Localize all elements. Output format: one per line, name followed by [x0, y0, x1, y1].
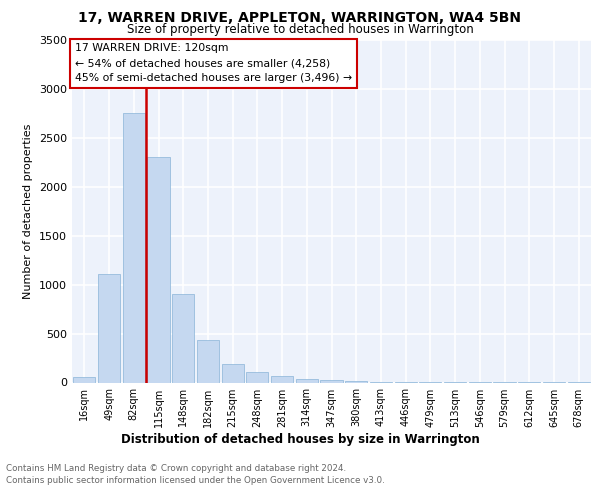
- Bar: [320, 380, 343, 382]
- Bar: [148, 158, 170, 382]
- Text: 17, WARREN DRIVE, APPLETON, WARRINGTON, WA4 5BN: 17, WARREN DRIVE, APPLETON, WARRINGTON, …: [79, 12, 521, 26]
- Text: 17 WARREN DRIVE: 120sqm
← 54% of detached houses are smaller (4,258)
45% of semi: 17 WARREN DRIVE: 120sqm ← 54% of detache…: [74, 44, 352, 83]
- Bar: [246, 372, 268, 382]
- Bar: [122, 114, 145, 382]
- Text: Contains public sector information licensed under the Open Government Licence v3: Contains public sector information licen…: [6, 476, 385, 485]
- Bar: [221, 364, 244, 382]
- Text: Distribution of detached houses by size in Warrington: Distribution of detached houses by size …: [121, 432, 479, 446]
- Bar: [172, 294, 194, 382]
- Bar: [197, 340, 219, 382]
- Text: Contains HM Land Registry data © Crown copyright and database right 2024.: Contains HM Land Registry data © Crown c…: [6, 464, 346, 473]
- Text: Size of property relative to detached houses in Warrington: Size of property relative to detached ho…: [127, 24, 473, 36]
- Bar: [271, 376, 293, 382]
- Bar: [73, 377, 95, 382]
- Bar: [296, 378, 318, 382]
- Bar: [98, 274, 120, 382]
- Y-axis label: Number of detached properties: Number of detached properties: [23, 124, 34, 299]
